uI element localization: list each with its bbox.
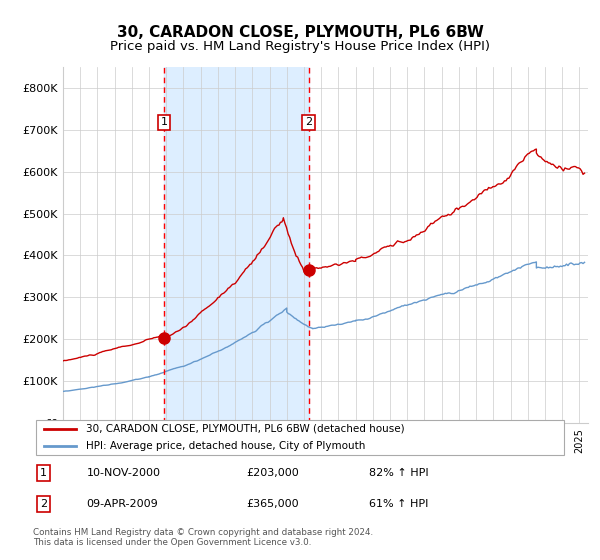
Text: £365,000: £365,000 xyxy=(247,499,299,509)
Text: 09-APR-2009: 09-APR-2009 xyxy=(86,499,158,509)
Text: 2: 2 xyxy=(40,499,47,509)
Text: £203,000: £203,000 xyxy=(247,468,299,478)
Text: 10-NOV-2000: 10-NOV-2000 xyxy=(86,468,160,478)
Text: 82% ↑ HPI: 82% ↑ HPI xyxy=(370,468,429,478)
Text: 61% ↑ HPI: 61% ↑ HPI xyxy=(370,499,429,509)
FancyBboxPatch shape xyxy=(35,420,565,455)
Text: 30, CARADON CLOSE, PLYMOUTH, PL6 6BW (detached house): 30, CARADON CLOSE, PLYMOUTH, PL6 6BW (de… xyxy=(86,423,405,433)
Text: 2: 2 xyxy=(305,117,312,127)
Text: HPI: Average price, detached house, City of Plymouth: HPI: Average price, detached house, City… xyxy=(86,441,366,451)
Text: 30, CARADON CLOSE, PLYMOUTH, PL6 6BW: 30, CARADON CLOSE, PLYMOUTH, PL6 6BW xyxy=(116,25,484,40)
Bar xyxy=(164,67,308,423)
Text: 1: 1 xyxy=(40,468,47,478)
Text: Price paid vs. HM Land Registry's House Price Index (HPI): Price paid vs. HM Land Registry's House … xyxy=(110,40,490,53)
Text: 1: 1 xyxy=(161,117,167,127)
Text: Contains HM Land Registry data © Crown copyright and database right 2024.
This d: Contains HM Land Registry data © Crown c… xyxy=(33,528,373,547)
